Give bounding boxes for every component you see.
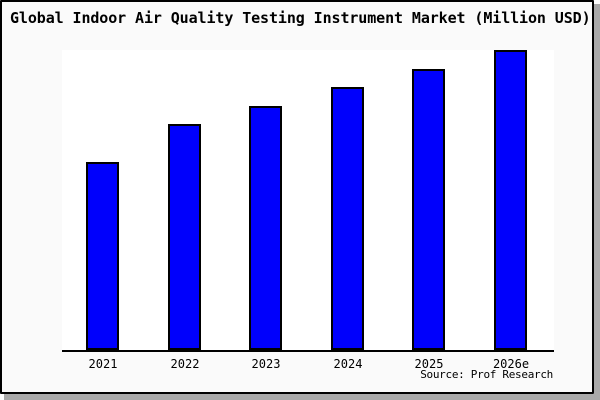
- x-axis-label-2023: 2023: [251, 357, 281, 371]
- bar-2021: [86, 162, 119, 350]
- chart-title: Global Indoor Air Quality Testing Instru…: [10, 9, 591, 27]
- bar-2022: [168, 124, 201, 350]
- x-axis-label-2025: 2025: [414, 357, 444, 371]
- x-axis-label-2026e: 2026e: [492, 357, 530, 371]
- x-axis-label-2021: 2021: [88, 357, 118, 371]
- window-drop-shadow-bottom: [4, 394, 600, 400]
- bar-2024: [331, 87, 364, 350]
- chart-window: Global Indoor Air Quality Testing Instru…: [0, 0, 594, 394]
- source-note: Source: Prof Research: [420, 368, 553, 381]
- x-axis-label-2022: 2022: [170, 357, 200, 371]
- bar-2025: [412, 69, 445, 350]
- bar-2023: [249, 106, 282, 350]
- bar-2026e: [494, 50, 527, 350]
- x-axis-label-2024: 2024: [333, 357, 363, 371]
- plot-area: [62, 50, 554, 352]
- window-drop-shadow-right: [594, 4, 600, 400]
